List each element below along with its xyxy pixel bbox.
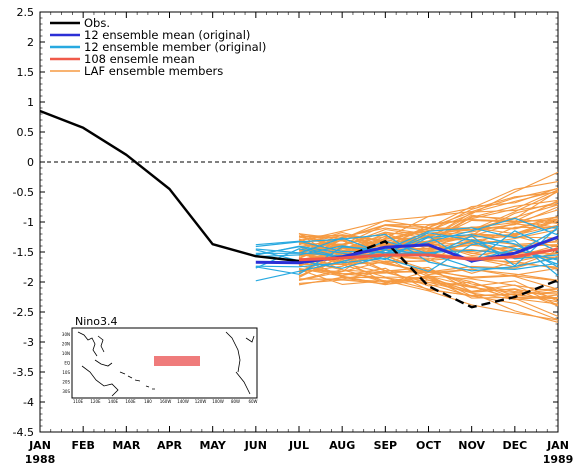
inset-lat-label: 20N (62, 342, 70, 347)
x-tick-label: JAN (546, 439, 569, 452)
coastline (81, 365, 119, 397)
y-tick-label: 0 (27, 156, 34, 169)
inset-lon-label: 110E (73, 399, 84, 404)
inset-lat-label: 30N (62, 332, 70, 337)
coastline (119, 371, 141, 382)
x-tick-label: DEC (502, 439, 527, 452)
laf-member-line (298, 270, 559, 299)
y-tick-label: -2.5 (13, 306, 34, 319)
coastline (225, 331, 241, 373)
inset-lon-label: 120W (195, 399, 207, 404)
original-member-line (255, 233, 559, 272)
y-tick-label: 2 (27, 36, 34, 49)
series-line (255, 235, 559, 265)
legend-label: 12 ensemble mean (original) (84, 28, 250, 42)
y-tick-label: -4.5 (13, 426, 34, 439)
inset-lon-label: 80W (231, 399, 240, 404)
inset-lon-label: 180 (144, 399, 152, 404)
legend-label: 108 ensemle mean (84, 52, 195, 66)
y-tick-label: -1.5 (13, 246, 34, 259)
y-tick-label: -1 (23, 216, 34, 229)
laf-member-line (298, 224, 559, 273)
y-tick-label: -3.5 (13, 366, 34, 379)
legend-label: Obs. (84, 16, 110, 30)
series-line (298, 247, 559, 262)
laf-member-line (298, 240, 559, 290)
coastline (97, 335, 105, 353)
inset-lon-label: 100W (212, 399, 224, 404)
inset-title: Nino3.4 (75, 315, 117, 328)
inset-lon-label: 140W (177, 399, 189, 404)
original-member-line (255, 240, 559, 277)
y-tick-label: -4 (23, 396, 34, 409)
main-series (39, 109, 559, 309)
inset-lat-label: 30S (62, 389, 70, 394)
nino34-region-box (154, 356, 200, 366)
x-year-label: 1989 (543, 453, 574, 466)
y-tick-label: -0.5 (13, 186, 34, 199)
inset-lon-label: 140E (108, 399, 119, 404)
x-tick-label: APR (157, 439, 183, 452)
inset-lat-label: EQ (64, 361, 70, 366)
x-tick-label: OCT (416, 439, 441, 452)
series-line (39, 109, 300, 263)
x-tick-label: JUL (288, 439, 309, 452)
coastline (94, 359, 113, 367)
y-tick-label: 0.5 (17, 126, 35, 139)
laf-member-line (298, 276, 559, 303)
y-tick-label: 1.5 (17, 66, 35, 79)
x-year-label: 1988 (25, 453, 56, 466)
laf-member-line (298, 226, 559, 257)
laf-member-line (298, 219, 559, 248)
y-tick-label: -3 (23, 336, 34, 349)
inset-lon-label: 160E (125, 399, 136, 404)
inset-lat-label: 10N (62, 351, 70, 356)
coastline (245, 335, 255, 343)
x-tick-label: FEB (71, 439, 94, 452)
coastline (235, 371, 251, 395)
coastline (77, 331, 98, 357)
x-tick-label: JUN (244, 439, 267, 452)
x-tick-label: MAR (112, 439, 140, 452)
x-axis: JAN FEB MAR APR MAY JUN JUL AUG SEP OCT NOV DEC JAN1… (25, 12, 574, 466)
legend-label: 12 ensemble member (original) (84, 40, 266, 54)
coastline (145, 385, 155, 390)
y-tick-label: 1 (27, 96, 34, 109)
inset-lon-label: 120E (90, 399, 101, 404)
inset-lon-label: 160W (160, 399, 172, 404)
y-tick-label: 2.5 (17, 6, 35, 19)
x-tick-label: SEP (374, 439, 398, 452)
laf-member-line (298, 269, 559, 321)
inset-lat-label: 20S (62, 380, 70, 385)
legend: Obs.12 ensemble mean (original)12 ensemb… (50, 16, 266, 78)
legend-label: LAF ensemble members (84, 64, 223, 78)
y-tick-label: -2 (23, 276, 34, 289)
y-axis: 2.5 2 1.5 1 0.5 0 -0.5 -1 -1.5 -2 -2.5 -3 -3.5 -4 -4.5 (13, 6, 558, 439)
inset-lat-label: 10S (62, 370, 70, 375)
original-member-line (255, 249, 559, 282)
x-tick-label: AUG (329, 439, 355, 452)
x-tick-label: JAN (28, 439, 51, 452)
x-tick-label: NOV (458, 439, 485, 452)
x-tick-label: MAY (199, 439, 226, 452)
inset-lon-label: 60W (248, 399, 257, 404)
